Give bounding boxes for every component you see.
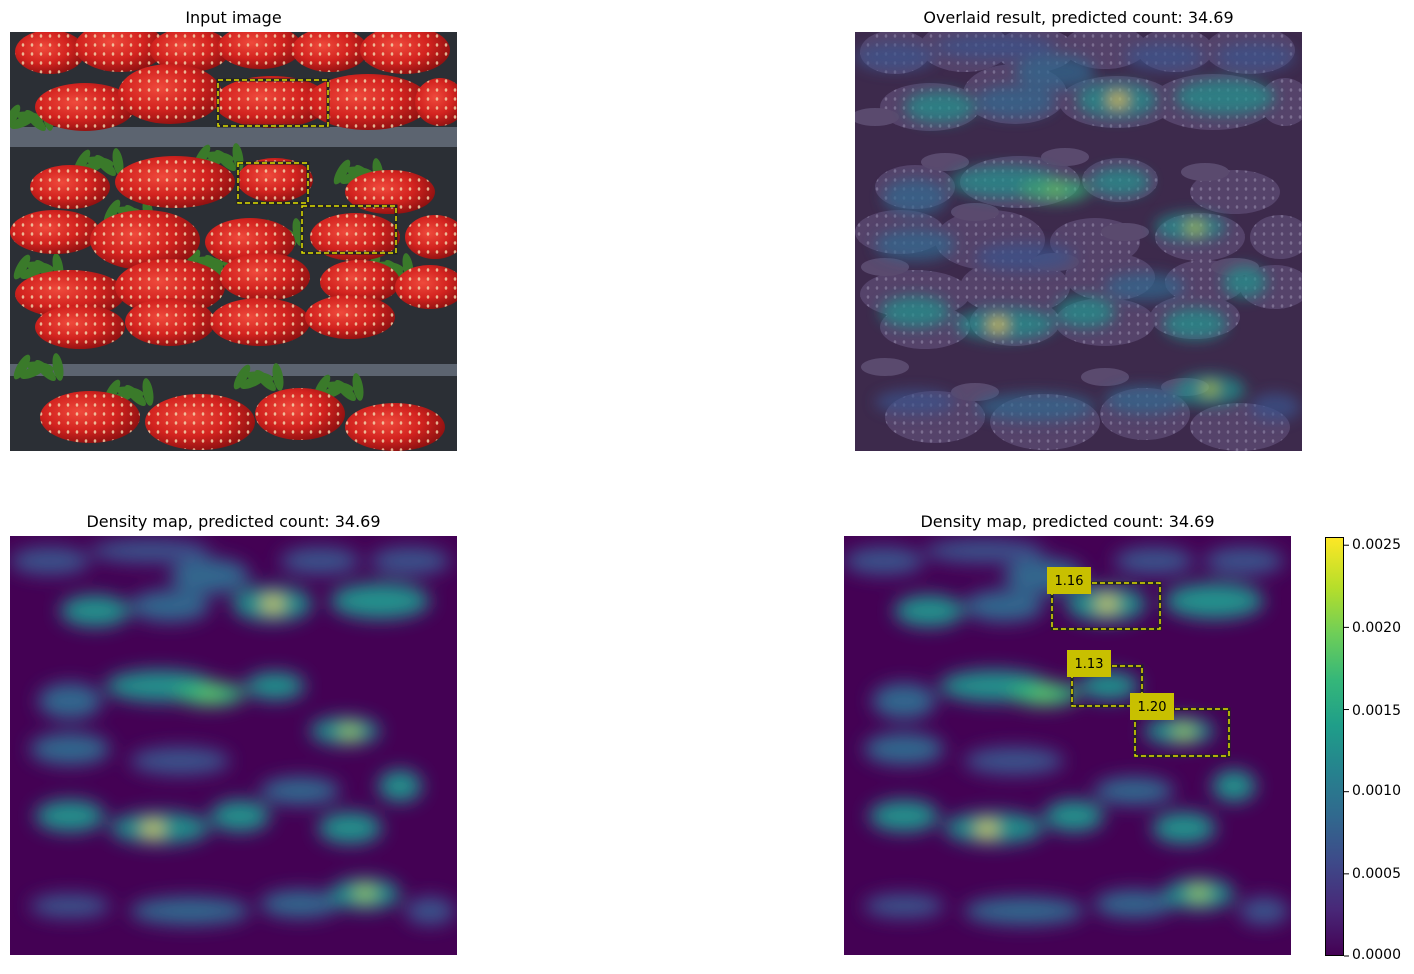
density-heatmap-boxes: 1.16 1.13 1.20 (844, 536, 1291, 955)
colorbar-tick-5: 0.0000 (1352, 947, 1401, 963)
exemplar-boxes (216, 78, 398, 255)
count-boxes (1050, 581, 1231, 758)
density-heatmap (10, 536, 457, 955)
input-image-title: Input image (185, 8, 282, 27)
box-label-3: 1.20 (1130, 693, 1174, 720)
strawberries-photo (10, 32, 457, 451)
density-title: Density map, predicted count: 34.69 (86, 512, 381, 531)
overlay-title: Overlaid result, predicted count: 34.69 (923, 8, 1234, 27)
input-image (10, 32, 457, 451)
overlay-image (855, 32, 1302, 451)
overlay-heatmap (855, 32, 1302, 451)
colorbar-tick-1: 0.0020 (1352, 620, 1401, 636)
density-map (10, 536, 457, 955)
colorbar-ticks (1344, 544, 1349, 957)
box-label-2-text: 1.13 (1075, 657, 1104, 672)
colorbar-tick-0: 0.0025 (1352, 537, 1401, 553)
box-label-1-text: 1.16 (1055, 574, 1084, 589)
colorbar (1325, 537, 1344, 956)
box-label-2: 1.13 (1067, 650, 1111, 677)
colorbar-tick-2: 0.0015 (1352, 703, 1401, 719)
density-map-boxes: 1.16 1.13 1.20 (844, 536, 1291, 955)
colorbar-tick-4: 0.0005 (1352, 866, 1401, 882)
box-label-3-text: 1.20 (1138, 700, 1167, 715)
density-boxes-title: Density map, predicted count: 34.69 (920, 512, 1215, 531)
box-label-1: 1.16 (1047, 567, 1091, 594)
colorbar-tick-3: 0.0010 (1352, 783, 1401, 799)
